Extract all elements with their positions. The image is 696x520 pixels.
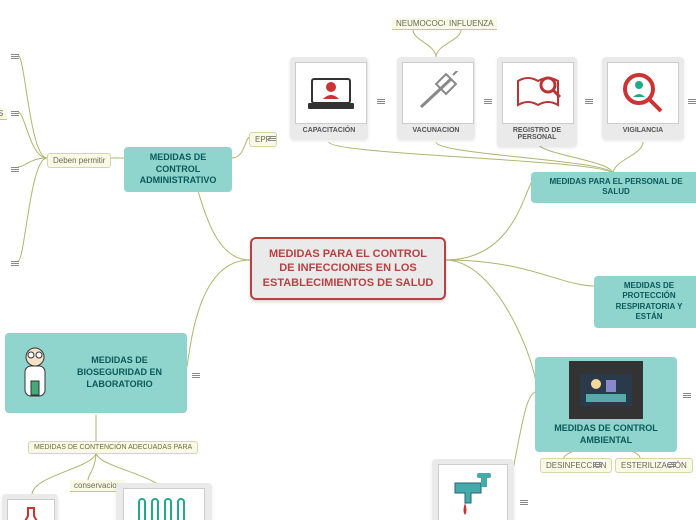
card-capacitacion[interactable]: CAPACITACIÓN [290, 57, 368, 139]
leaf-influenza[interactable]: INFLUENZA [445, 18, 497, 30]
menu-icon[interactable] [11, 164, 21, 174]
branch-personal-label: MEDIDAS PARA EL PERSONAL DE SALUD [549, 177, 682, 196]
center-text: MEDIDAS PARA EL CONTROL DE INFECCIONES E… [263, 248, 434, 289]
menu-icon[interactable] [377, 96, 387, 106]
leaf-left-1: S [0, 108, 7, 120]
cleaning-icon [576, 368, 636, 412]
menu-icon[interactable] [11, 51, 21, 61]
branch-lab[interactable]: MEDIDAS DE BIOSEGURIDAD EN LABORATORIO [5, 333, 187, 413]
menu-icon[interactable] [11, 258, 21, 268]
menu-icon[interactable] [520, 497, 530, 507]
branch-resp-label: MEDIDAS DE PROTECCIÓN RESPIRATORIA Y EST… [616, 281, 683, 321]
laptop-person-icon [306, 71, 356, 115]
card-vigilancia[interactable]: VIGILANCIA [602, 57, 684, 139]
branch-ambient[interactable]: MEDIDAS DE CONTROL AMBIENTAL [535, 357, 677, 452]
card-tap[interactable] [432, 459, 514, 520]
leaf-esterilizacion[interactable]: ESTERILIZACIÓN [615, 458, 693, 473]
menu-icon[interactable] [484, 96, 494, 106]
syringe-icon [413, 71, 463, 115]
branch-admin[interactable]: MEDIDAS DE CONTROL ADMINISTRATIVO [124, 147, 232, 192]
menu-icon[interactable] [688, 96, 696, 106]
menu-icon[interactable] [268, 133, 278, 143]
branch-resp[interactable]: MEDIDAS DE PROTECCIÓN RESPIRATORIA Y EST… [594, 276, 696, 328]
center-node: MEDIDAS PARA EL CONTROL DE INFECCIONES E… [250, 237, 446, 300]
lab-child-2[interactable] [116, 483, 212, 520]
menu-icon[interactable] [683, 390, 693, 400]
menu-icon[interactable] [192, 370, 202, 380]
branch-admin-label: MEDIDAS DE CONTROL ADMINISTRATIVO [140, 152, 217, 185]
flask-icon [16, 505, 46, 520]
scientist-icon [13, 343, 57, 403]
branch-lab-label: MEDIDAS DE BIOSEGURIDAD EN LABORATORIO [62, 355, 177, 390]
menu-icon[interactable] [594, 459, 604, 469]
magnifier-person-icon [617, 71, 669, 115]
book-search-icon [512, 71, 564, 115]
ambient-pic [569, 361, 643, 419]
tap-icon [445, 469, 501, 519]
leaf-contencion[interactable]: MEDIDAS DE CONTENCIÓN ADECUADAS PARA [28, 441, 198, 454]
menu-icon[interactable] [11, 108, 21, 118]
menu-icon[interactable] [585, 96, 595, 106]
card-vacunacion[interactable]: VACUNACION [397, 57, 475, 139]
branch-personal[interactable]: MEDIDAS PARA EL PERSONAL DE SALUD [531, 172, 696, 203]
menu-icon[interactable] [668, 459, 678, 469]
branch-ambient-label: MEDIDAS DE CONTROL AMBIENTAL [539, 423, 673, 446]
tubes-icon [134, 494, 194, 520]
card-registro[interactable]: REGISTRO DE PERSONAL [497, 57, 577, 146]
lab-child-1[interactable] [2, 494, 58, 520]
leaf-deben[interactable]: Deben permitir [47, 153, 111, 168]
